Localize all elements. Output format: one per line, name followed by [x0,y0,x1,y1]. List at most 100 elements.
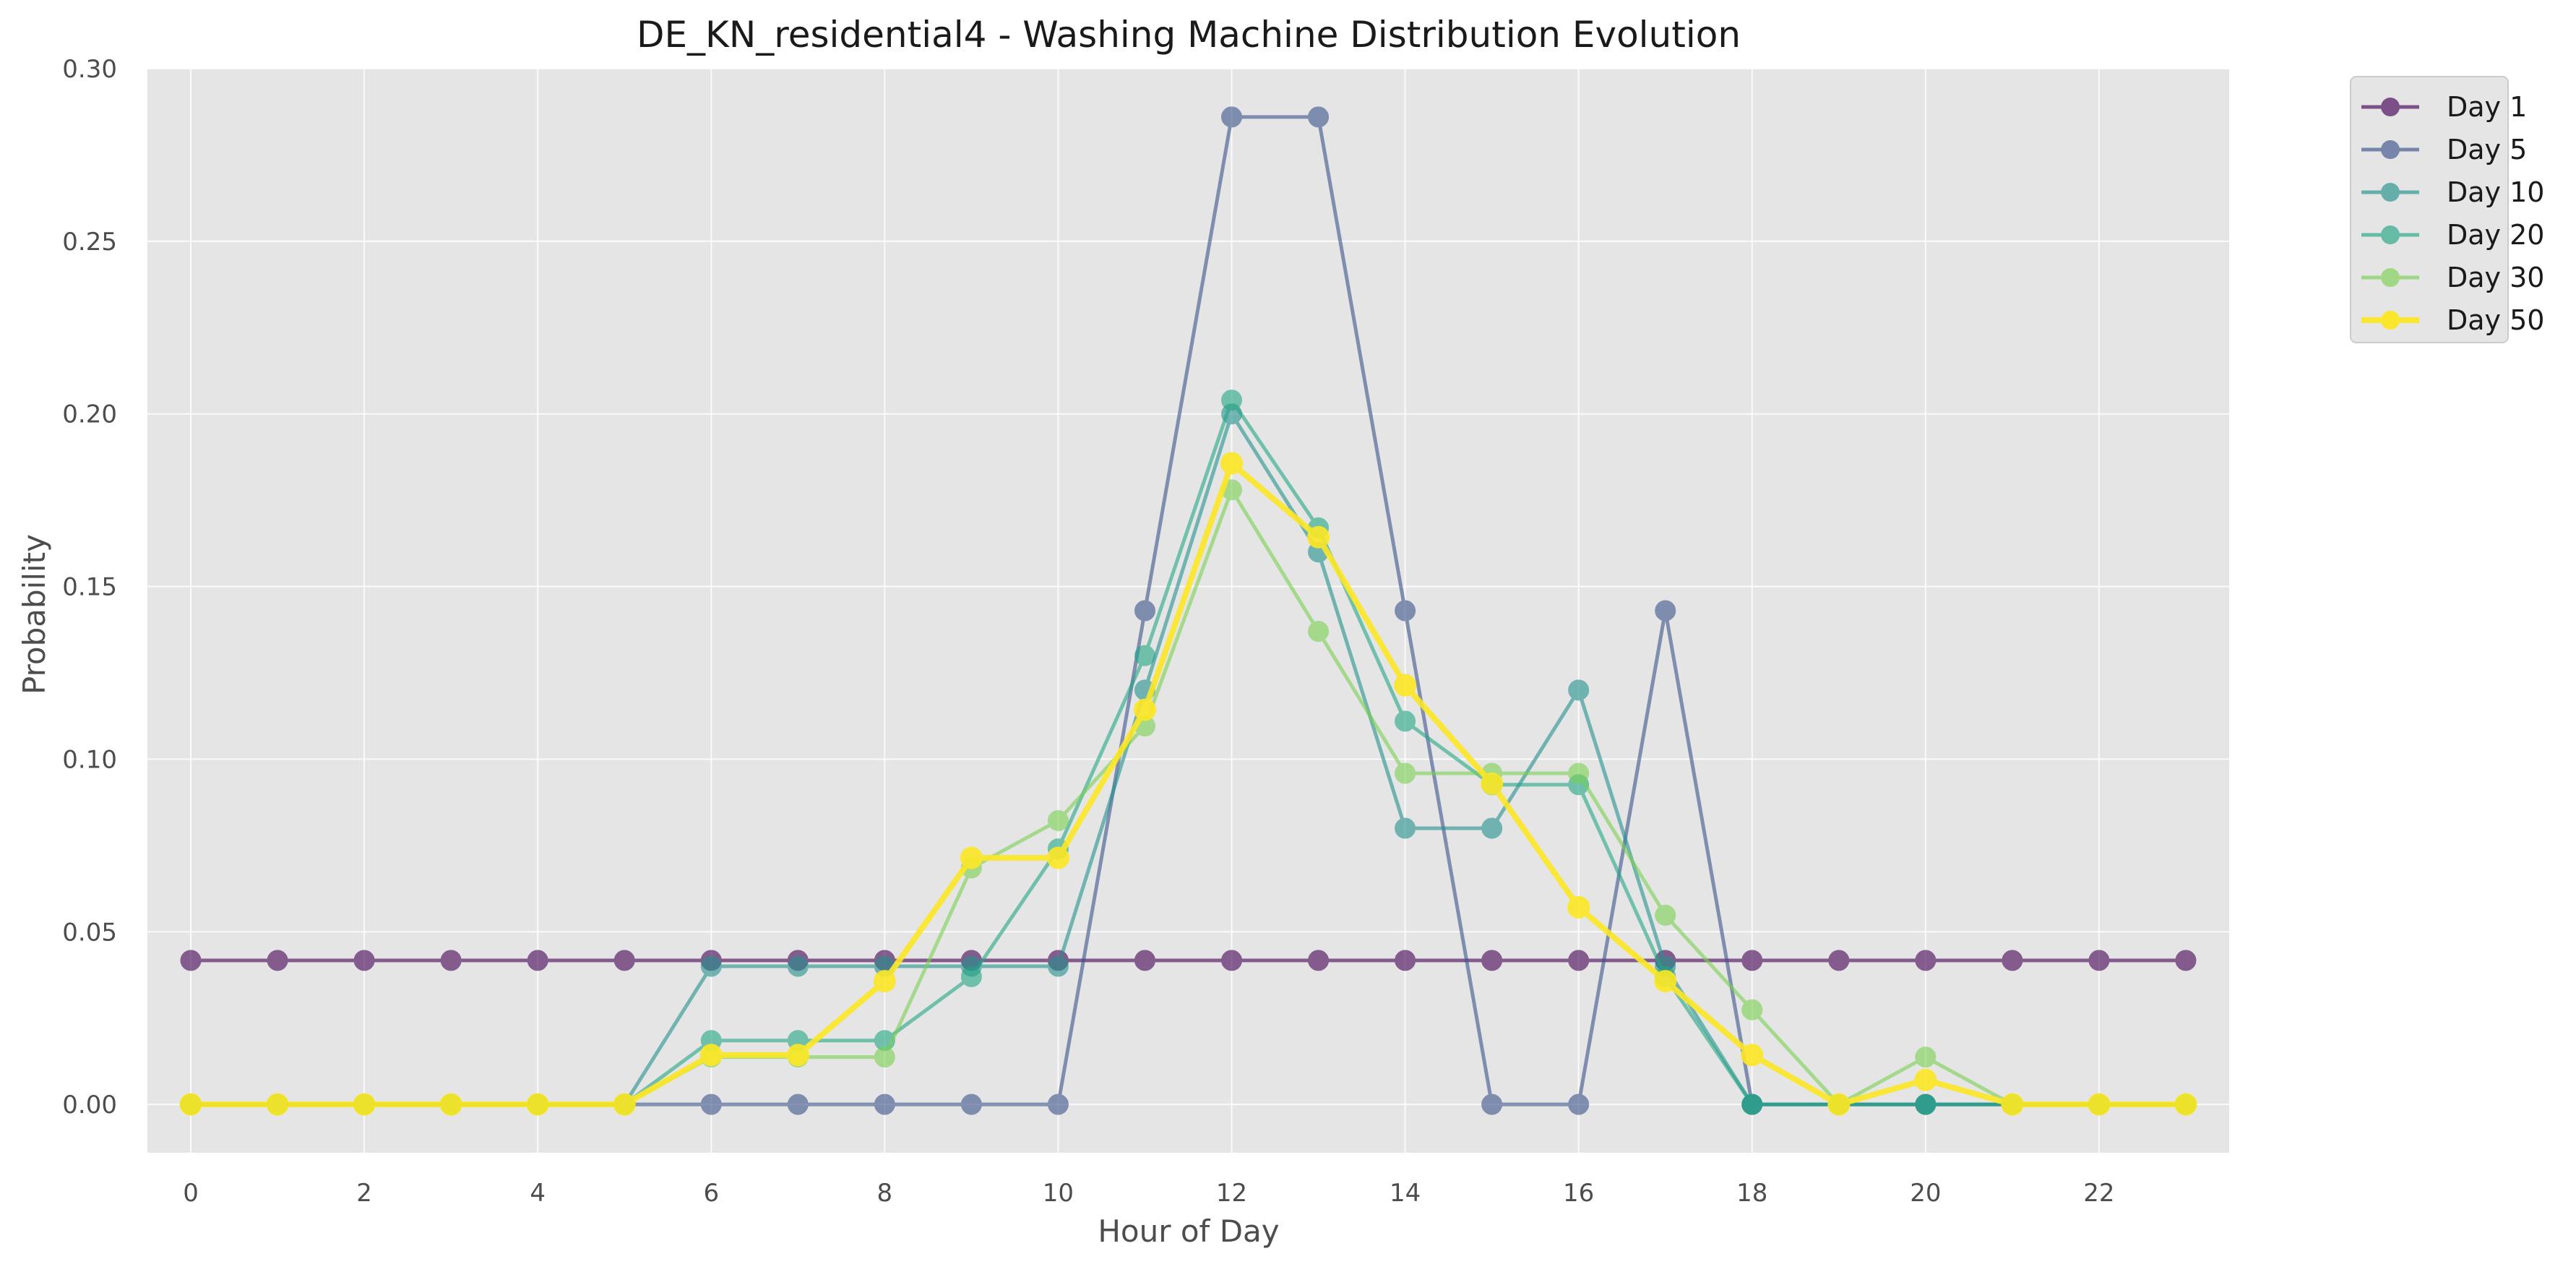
data-point [1308,106,1330,128]
data-point [1221,950,1243,971]
data-point [1221,106,1243,128]
legend-label: Day 50 [2447,304,2544,336]
data-point [1568,1093,1590,1115]
data-point [1395,762,1416,784]
data-point [1481,772,1504,795]
data-point [874,1093,895,1115]
data-point [613,1093,636,1116]
data-point [1654,970,1677,993]
data-point [1481,817,1503,839]
x-tick-label: 0 [183,1179,199,1208]
data-point [1915,950,1937,971]
data-point [526,1093,549,1116]
data-point [1395,950,1416,971]
data-point [1394,674,1417,697]
data-point [2002,950,2023,971]
data-point [2088,950,2110,971]
y-tick-label: 0.30 [62,55,117,84]
legend-marker [2381,225,2400,244]
data-point [1046,846,1069,869]
data-point [353,1093,376,1116]
x-tick-label: 16 [1563,1179,1594,1208]
series-day-50 [179,452,2197,1116]
legend-label: Day 1 [2447,91,2527,123]
legend-marker [2381,183,2400,202]
legend-label: Day 30 [2447,262,2544,293]
axis-ticks: 0 2 4 6 8 10 12 14 16 18 20 22 0.00 0.05 0.10 0.15 0.20 0… [62,55,2114,1208]
data-point [1395,817,1416,839]
data-point [700,1093,722,1115]
data-point [1915,1047,1937,1068]
x-tick-label: 4 [530,1179,546,1208]
series-day-1 [180,950,2197,971]
data-point [2175,950,2197,971]
data-point [1741,1044,1764,1067]
data-point [353,950,375,971]
data-point [1481,1093,1503,1115]
legend-marker [2381,140,2400,159]
data-point [613,950,635,971]
x-tick-label: 8 [877,1179,893,1208]
y-tick-label: 0.00 [62,1091,117,1120]
y-tick-label: 0.20 [62,400,117,429]
x-tick-label: 22 [2083,1179,2114,1208]
data-point [440,950,462,971]
x-tick-label: 18 [1736,1179,1767,1208]
data-point [266,1093,289,1116]
data-point [1741,950,1763,971]
data-point [267,950,288,971]
data-point [1915,1093,1937,1115]
legend-label: Day 10 [2447,176,2544,208]
y-tick-label: 0.15 [62,573,117,602]
legend-item [2361,311,2419,330]
data-point [1221,390,1243,411]
chart-title: DE_KN_residential4 - Washing Machine Dis… [637,14,1741,56]
data-point [1655,600,1676,622]
x-tick-label: 12 [1216,1179,1247,1208]
legend-label: Day 5 [2447,134,2527,166]
data-point [1568,762,1590,784]
data-point [1220,452,1244,475]
data-point [1308,950,1330,971]
data-point [1047,809,1069,831]
data-point [1828,950,1850,971]
data-point [1308,621,1330,643]
x-tick-label: 10 [1043,1179,1074,1208]
data-point [700,955,722,977]
x-tick-label: 2 [356,1179,372,1208]
data-point [1133,698,1156,721]
data-point [787,955,809,977]
x-tick-label: 6 [703,1179,719,1208]
data-point [1047,955,1069,977]
data-point [699,1044,723,1067]
data-point [960,1093,982,1115]
data-point [180,950,202,971]
data-point [1395,710,1416,732]
data-point [1481,950,1503,971]
data-point [2088,1093,2111,1116]
y-tick-label: 0.05 [62,918,117,947]
series-line [191,460,2186,1108]
x-axis-title: Hour of Day [1098,1213,1279,1249]
data-point [1134,600,1155,622]
data-point [1047,1093,1069,1115]
legend: Day 1 Day 5 Day 10 Day 20 Day 30 Day 50 [2350,76,2544,343]
data-point [960,966,982,987]
data-point [1134,950,1155,971]
data-point [960,846,983,869]
x-tick-label: 14 [1390,1179,1421,1208]
y-axis-title: Probability [17,534,52,695]
data-point [786,1044,809,1067]
data-point [1655,904,1676,926]
data-point [179,1093,202,1116]
data-point [874,1047,895,1068]
legend-item [2361,98,2419,116]
data-point [2174,1093,2197,1116]
legend-marker [2381,311,2400,330]
data-point [1741,999,1763,1020]
data-point [1741,1093,1763,1115]
legend-item [2361,140,2419,159]
legend-item [2361,183,2419,202]
data-point [439,1093,462,1116]
